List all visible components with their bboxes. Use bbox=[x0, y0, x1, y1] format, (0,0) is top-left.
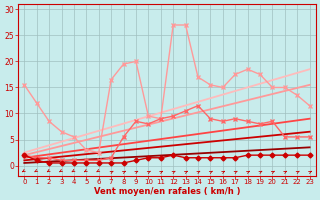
X-axis label: Vent moyen/en rafales ( km/h ): Vent moyen/en rafales ( km/h ) bbox=[94, 187, 240, 196]
